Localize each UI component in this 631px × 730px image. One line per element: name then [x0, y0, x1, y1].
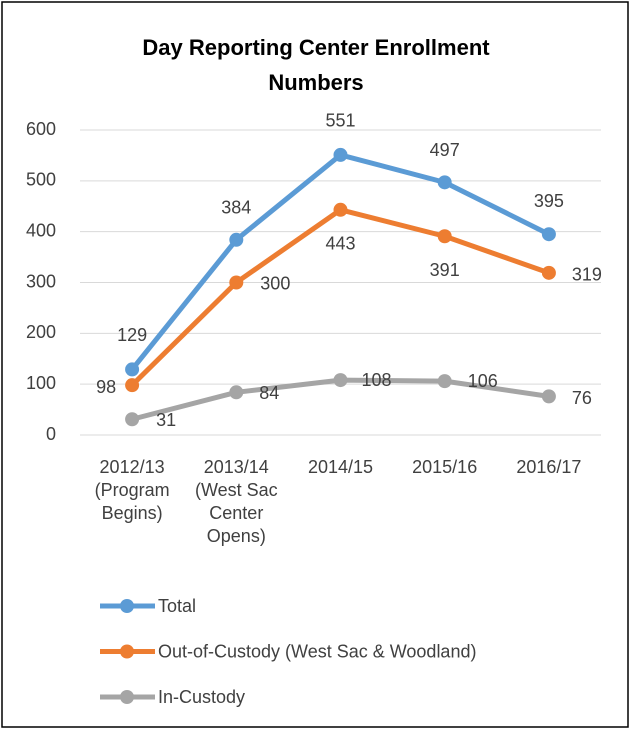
- y-tick-label: 0: [46, 424, 56, 444]
- data-label: 497: [430, 140, 460, 160]
- y-tick-label: 400: [26, 220, 56, 240]
- series-line: [130, 152, 551, 371]
- legend-marker: [120, 690, 134, 704]
- y-tick-label: 100: [26, 373, 56, 393]
- x-tick-label: 2016/17: [516, 457, 582, 477]
- data-label: 551: [325, 111, 355, 131]
- data-point: [541, 265, 556, 280]
- data-point: [229, 275, 244, 290]
- x-tick-label: 2014/15: [307, 457, 374, 477]
- data-label: 84: [259, 383, 279, 403]
- data-label: 395: [534, 191, 564, 211]
- x-tick-label: 2012/13 (Program Begins): [94, 457, 170, 523]
- data-label: 443: [325, 234, 355, 254]
- y-tick-label: 300: [26, 271, 56, 291]
- data-label: 300: [260, 273, 290, 293]
- y-tick-label: 600: [26, 119, 56, 139]
- data-label: 319: [572, 265, 602, 285]
- data-label: 98: [96, 377, 116, 397]
- x-tick-label: 2013/14 (West Sac Center Opens): [194, 457, 278, 546]
- data-point: [333, 373, 348, 388]
- x-tick-label: 2015/16: [412, 457, 478, 477]
- data-point: [541, 389, 556, 404]
- data-label: 391: [430, 260, 460, 280]
- data-point: [333, 202, 348, 217]
- data-point: [437, 175, 452, 190]
- chart-title: Day Reporting Center Enrollment Numbers: [142, 35, 490, 95]
- legend-label: In-Custody: [158, 687, 245, 707]
- data-label: 76: [572, 388, 592, 408]
- data-point: [125, 362, 140, 377]
- legend-label: Out-of-Custody (West Sac & Woodland): [158, 641, 476, 661]
- y-tick-label: 200: [26, 322, 56, 342]
- data-label: 31: [156, 410, 176, 430]
- data-point: [229, 232, 244, 247]
- legend-marker: [120, 644, 134, 659]
- y-tick-label: 500: [26, 170, 56, 190]
- legend-label: Total: [158, 596, 196, 616]
- data-label: 106: [468, 371, 498, 391]
- data-point: [541, 227, 556, 242]
- data-point: [125, 412, 140, 427]
- data-point: [125, 378, 140, 393]
- data-point: [229, 385, 244, 400]
- data-point: [437, 229, 452, 244]
- legend-marker: [120, 599, 134, 613]
- data-label: 384: [221, 198, 251, 218]
- data-point: [437, 374, 452, 389]
- data-point: [333, 147, 348, 162]
- data-label: 108: [362, 370, 392, 390]
- data-label: 129: [117, 325, 147, 345]
